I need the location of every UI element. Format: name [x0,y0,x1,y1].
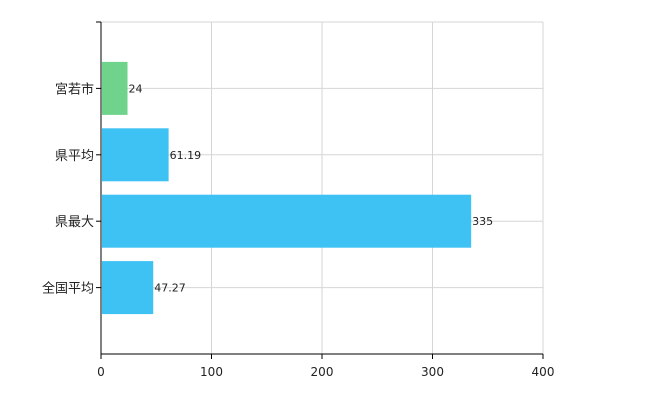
value-label: 24 [129,82,143,95]
x-tick-label: 0 [97,365,105,379]
grid-lines [101,21,544,354]
category-label: 全国平均 [42,281,94,297]
x-tick-label: 200 [311,365,334,379]
x-tick-label: 100 [200,365,223,379]
category-label: 宮若市 [55,81,94,97]
bars [102,61,472,315]
value-labels: 24 61.19 335 47.27 [129,82,494,294]
bar-4 [102,261,154,315]
x-tick-label: 400 [532,365,555,379]
bar-1 [102,61,128,115]
value-label: 335 [472,215,493,228]
value-label: 47.27 [154,282,186,295]
category-label: 県最大 [55,215,94,230]
x-tick-label: 300 [421,365,444,379]
category-label: 県平均 [55,149,94,164]
bar-3 [102,194,472,248]
bar-2 [102,128,169,182]
x-ticks: 0 100 200 300 400 [97,354,554,379]
value-label: 61.19 [170,149,202,162]
